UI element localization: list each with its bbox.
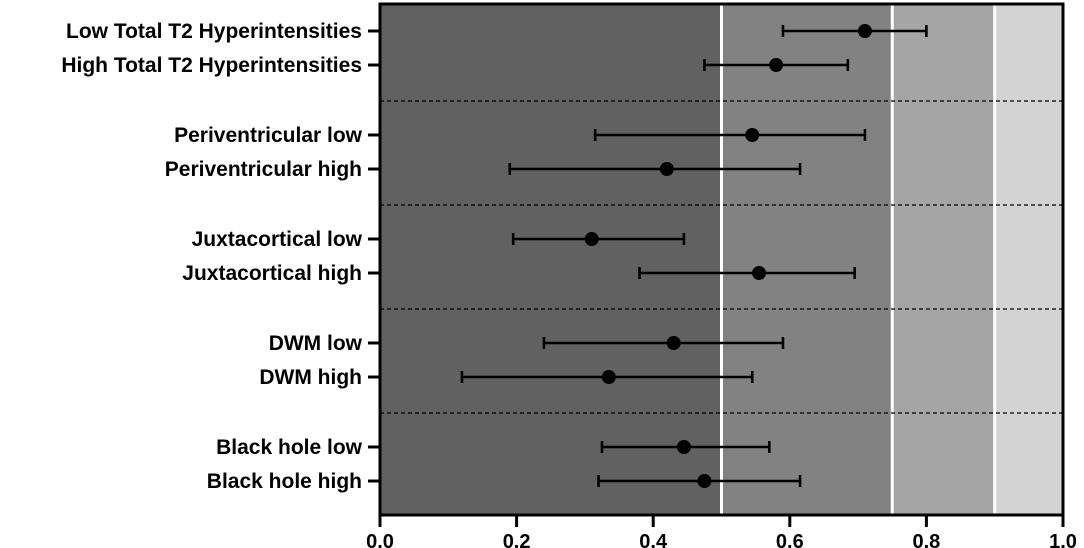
row-1-1 bbox=[508, 162, 802, 176]
band-3 bbox=[994, 4, 1063, 515]
row-3-0 bbox=[542, 336, 785, 350]
background-bands bbox=[380, 4, 1063, 515]
x-tick-label: 0.8 bbox=[912, 531, 940, 548]
group-dividers bbox=[380, 100, 1063, 414]
x-axis: 0.0 0.2 0.4 0.6 0.8 1.0 bbox=[366, 515, 1077, 548]
band-separators bbox=[720, 4, 997, 515]
x-tick-label: 1.0 bbox=[1049, 531, 1077, 548]
point-estimate bbox=[666, 336, 681, 350]
x-tick-label: 0.6 bbox=[776, 531, 804, 548]
row-3-1 bbox=[460, 370, 754, 384]
row-1-0 bbox=[593, 128, 867, 142]
band-2 bbox=[892, 4, 995, 515]
point-estimate bbox=[769, 58, 784, 72]
category-label: Juxtacortical low bbox=[192, 228, 363, 251]
point-estimate bbox=[752, 266, 767, 280]
category-label: Periventricular low bbox=[174, 124, 363, 147]
category-label: High Total T2 Hyperintensities bbox=[61, 54, 362, 77]
category-label: Black hole low bbox=[216, 436, 363, 459]
category-label: Black hole high bbox=[207, 470, 362, 493]
x-tick-label: 0.0 bbox=[366, 531, 394, 548]
x-tick-label: 0.4 bbox=[639, 531, 668, 548]
point-estimate bbox=[601, 370, 616, 384]
category-labels: Low Total T2 Hyperintensities High Total … bbox=[61, 20, 362, 493]
x-tick-label: 0.2 bbox=[503, 531, 531, 548]
row-2-0 bbox=[511, 232, 686, 246]
point-estimate bbox=[676, 440, 691, 454]
row-4-0 bbox=[600, 440, 771, 454]
category-label: Low Total T2 Hyperintensities bbox=[66, 20, 362, 43]
plot-frame bbox=[378, 2, 1065, 517]
row-0-1 bbox=[703, 58, 850, 72]
category-label: Juxtacortical high bbox=[182, 262, 362, 285]
category-label: DWM high bbox=[259, 366, 362, 389]
row-2-1 bbox=[638, 266, 856, 280]
band-1 bbox=[721, 4, 893, 515]
category-label: DWM low bbox=[269, 332, 363, 355]
point-estimate bbox=[697, 474, 712, 488]
point-estimate bbox=[584, 232, 599, 246]
point-estimate bbox=[659, 162, 674, 176]
row-0-0 bbox=[781, 24, 928, 38]
point-estimate bbox=[745, 128, 760, 142]
category-label: Periventricular high bbox=[165, 158, 362, 181]
y-tick-marks bbox=[368, 29, 380, 483]
point-estimate bbox=[857, 24, 872, 38]
band-0 bbox=[380, 4, 722, 515]
data-rows bbox=[460, 24, 928, 488]
row-4-1 bbox=[597, 474, 802, 488]
